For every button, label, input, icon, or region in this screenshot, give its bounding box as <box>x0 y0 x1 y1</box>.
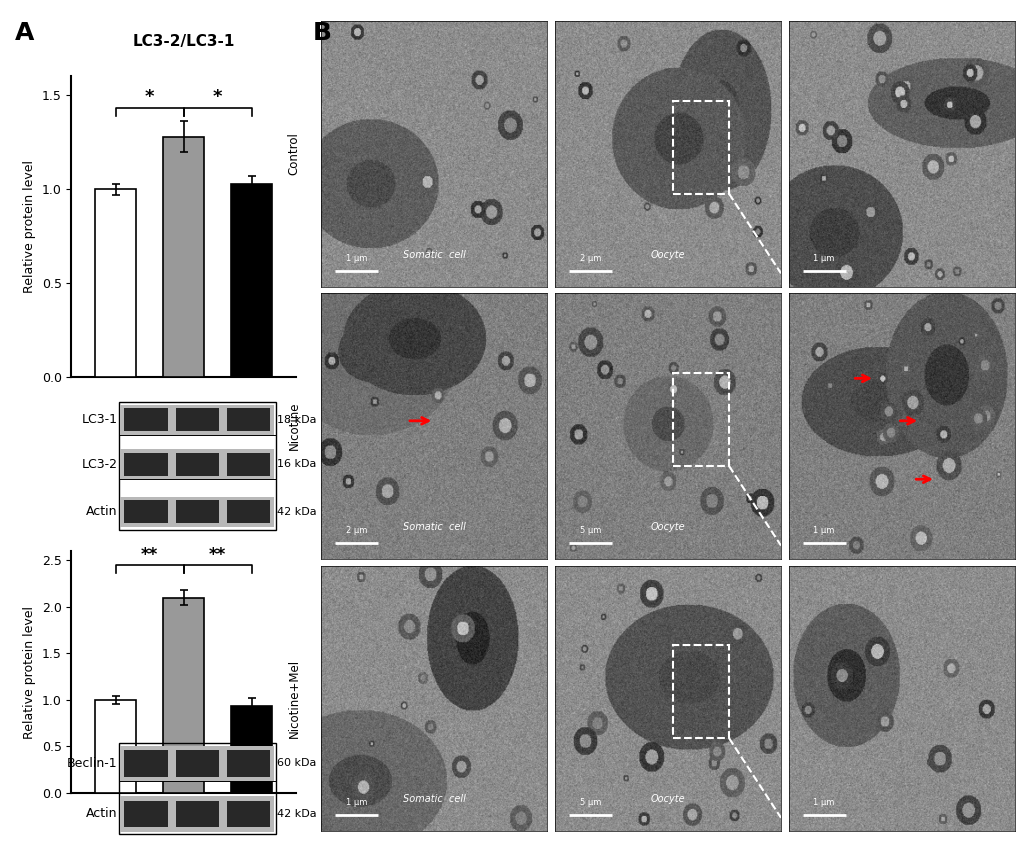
Bar <box>124 500 167 523</box>
Text: Oocyte: Oocyte <box>650 795 685 805</box>
Bar <box>119 744 275 834</box>
Bar <box>227 500 270 523</box>
Y-axis label: Relative protein level: Relative protein level <box>23 605 36 739</box>
Bar <box>120 497 274 527</box>
Title: LC3-2/LC3-1: LC3-2/LC3-1 <box>132 34 234 49</box>
Text: 1 μm: 1 μm <box>812 526 834 535</box>
Text: Oocyte: Oocyte <box>650 250 685 260</box>
Text: Somatic  cell: Somatic cell <box>403 795 465 805</box>
Text: 2 μm: 2 μm <box>345 526 367 535</box>
Bar <box>672 645 729 738</box>
Bar <box>124 801 167 828</box>
Text: Beclin-1: Beclin-1 <box>67 756 117 770</box>
Bar <box>175 453 219 476</box>
Text: Nicotine: Nicotine <box>158 550 197 590</box>
Text: *: * <box>145 88 154 107</box>
Text: Actin: Actin <box>87 807 117 821</box>
Bar <box>119 402 275 529</box>
Bar <box>124 409 167 431</box>
Text: Nicotine+Mel: Nicotine+Mel <box>287 659 301 738</box>
Bar <box>95 189 136 377</box>
Text: 5 μm: 5 μm <box>579 526 600 535</box>
Text: 1 μm: 1 μm <box>345 798 367 807</box>
Text: *: * <box>213 88 222 107</box>
Bar <box>124 750 167 777</box>
Text: Somatic  cell: Somatic cell <box>403 522 465 533</box>
Text: 60 kDa: 60 kDa <box>276 758 316 768</box>
Bar <box>124 453 167 476</box>
Text: 2 μm: 2 μm <box>579 254 600 263</box>
Bar <box>163 598 204 793</box>
Bar <box>120 449 274 479</box>
Text: 16 kDa: 16 kDa <box>276 460 316 469</box>
Bar <box>175 801 219 828</box>
Bar <box>95 700 136 793</box>
Bar <box>120 404 274 434</box>
Bar <box>227 453 270 476</box>
Bar <box>175 750 219 777</box>
Text: 18 kDa: 18 kDa <box>276 415 316 425</box>
Text: LC3-2: LC3-2 <box>82 458 117 471</box>
Text: Nicotine+Mel: Nicotine+Mel <box>189 550 249 611</box>
Bar <box>227 409 270 431</box>
Bar <box>120 796 274 832</box>
Bar <box>227 750 270 777</box>
Text: 5 μm: 5 μm <box>579 798 600 807</box>
Text: 1 μm: 1 μm <box>812 254 834 263</box>
Text: A: A <box>15 21 35 45</box>
Y-axis label: Relative protein level: Relative protein level <box>23 160 36 293</box>
Text: Actin: Actin <box>87 505 117 518</box>
Text: 1 μm: 1 μm <box>812 798 834 807</box>
Bar <box>120 745 274 781</box>
Text: Somatic  cell: Somatic cell <box>403 250 465 260</box>
Text: Nicotine: Nicotine <box>287 402 301 450</box>
Text: **: ** <box>141 546 158 564</box>
Bar <box>231 183 272 377</box>
Text: 42 kDa: 42 kDa <box>276 809 316 819</box>
Text: Oocyte: Oocyte <box>650 522 685 533</box>
Bar <box>672 101 729 193</box>
Text: **: ** <box>209 546 226 564</box>
Text: LC3-1: LC3-1 <box>82 413 117 427</box>
Text: Control: Control <box>110 550 146 586</box>
Bar <box>175 409 219 431</box>
Text: Control: Control <box>287 132 301 176</box>
Bar <box>231 706 272 793</box>
Text: 1 μm: 1 μm <box>345 254 367 263</box>
Text: B: B <box>313 21 332 45</box>
Bar <box>672 373 729 466</box>
Bar <box>227 801 270 828</box>
Bar <box>163 137 204 377</box>
Bar <box>175 500 219 523</box>
Text: 42 kDa: 42 kDa <box>276 507 316 516</box>
